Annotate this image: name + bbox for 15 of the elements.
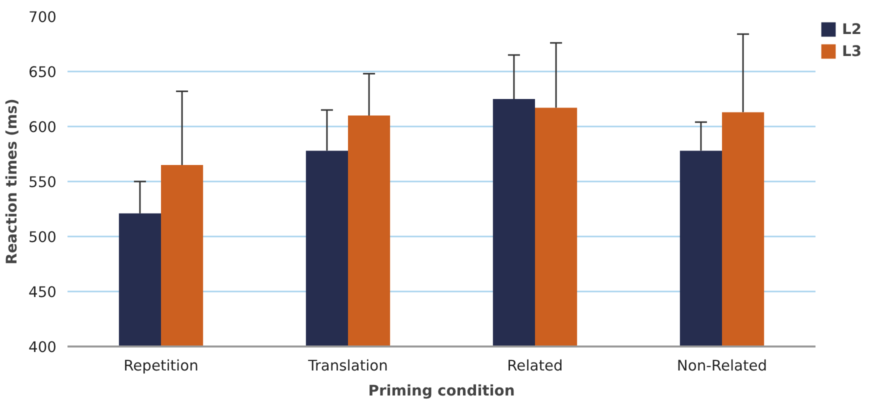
x-tick-label: Repetition [124, 358, 198, 374]
y-tick-label: 700 [28, 9, 57, 26]
legend-label: L2 [842, 20, 862, 38]
y-tick-label: 550 [28, 174, 57, 191]
y-tick-label: 400 [28, 339, 57, 356]
x-tick-label: Related [507, 358, 563, 374]
y-tick-label: 650 [28, 64, 57, 81]
x-tick-label: Translation [307, 358, 388, 374]
y-axis-title: Reaction times (ms) [4, 98, 21, 264]
x-tick-label: Non-Related [676, 358, 768, 374]
y-tick-label: 450 [28, 284, 57, 301]
y-tick-label: 600 [28, 119, 57, 136]
y-tick-label: 500 [28, 229, 57, 246]
x-axis-title: Priming condition [368, 382, 515, 400]
legend-label: L3 [842, 42, 862, 60]
